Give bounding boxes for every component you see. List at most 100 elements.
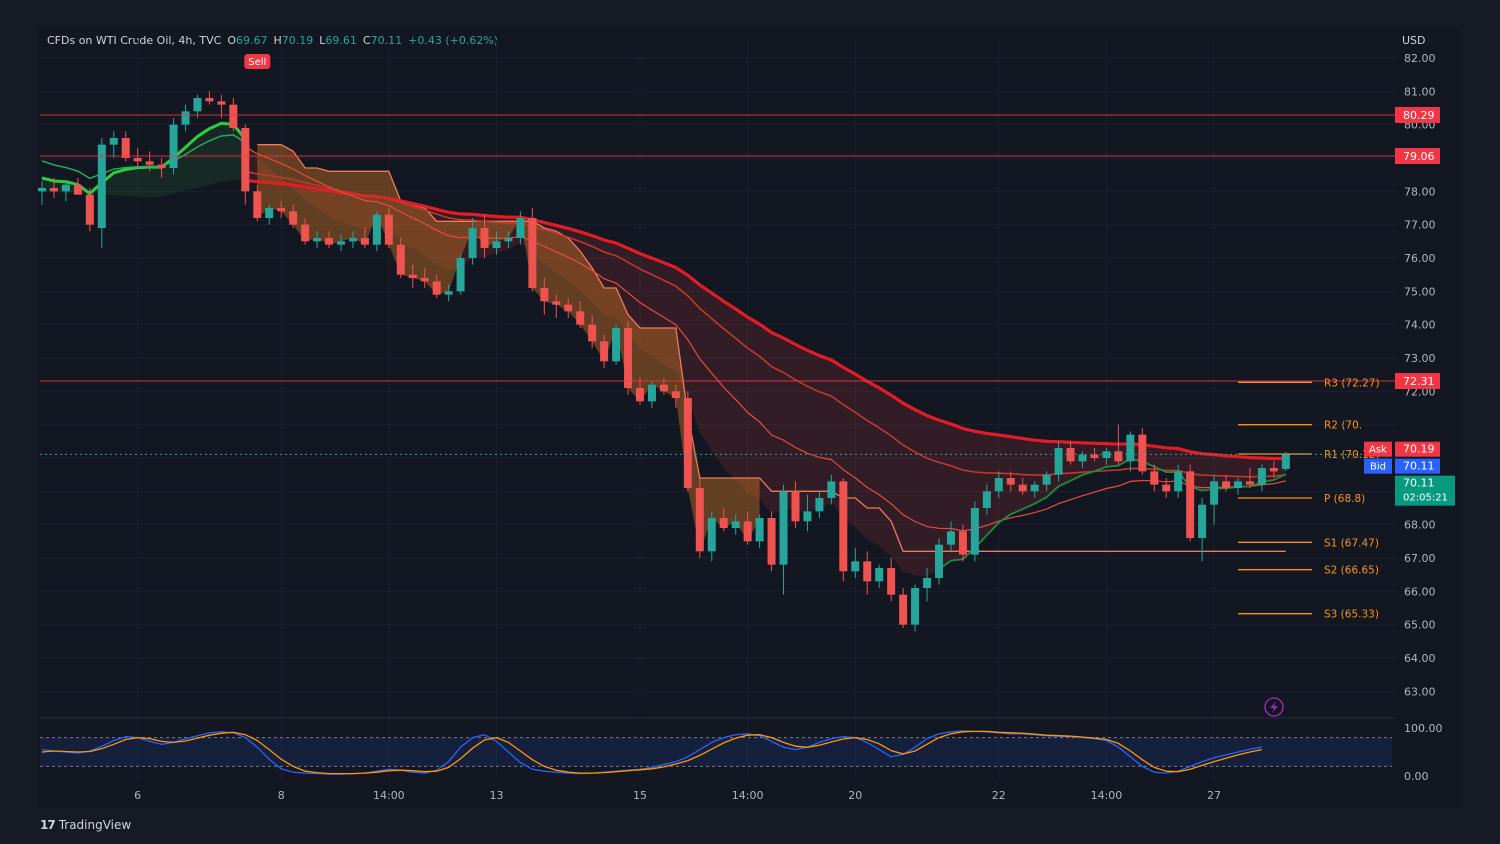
candle-body: [707, 518, 716, 552]
candle-body: [38, 188, 46, 192]
candle-body: [1078, 454, 1087, 462]
ask-value: 70.19: [1403, 443, 1435, 456]
price-badge-label: 72.31: [1403, 375, 1435, 388]
candle-body: [1198, 504, 1207, 538]
candle-body: [1150, 471, 1159, 485]
time-tick-label: 27: [1207, 789, 1221, 802]
candle-body: [169, 124, 178, 168]
time-tick-label: 8: [278, 789, 285, 802]
price-tick-label: 75.00: [1404, 285, 1436, 298]
bullish-ribbon-fill: [42, 123, 246, 198]
sell-signal-badge: [244, 54, 271, 69]
price-tick-label: 67.00: [1404, 552, 1436, 565]
candle-body: [647, 384, 656, 402]
candle-body: [839, 481, 848, 572]
candle-body: [863, 561, 872, 582]
candle-body: [109, 138, 118, 145]
last-price-badge: [1395, 475, 1455, 506]
candle-body: [982, 491, 991, 508]
candle-body: [935, 544, 943, 578]
symbol-title[interactable]: CFDs on WTI Crude Oil, 4h, TVC: [47, 34, 222, 47]
candle-body: [923, 578, 932, 588]
candle-body: [73, 184, 82, 195]
price-badge-label: 80.29: [1403, 109, 1435, 122]
time-tick-label: 6: [134, 789, 141, 802]
candle-body: [420, 278, 429, 282]
high-label: H: [273, 34, 282, 47]
pivot-label: S2 (66.65): [1324, 565, 1379, 577]
candle-body: [552, 301, 561, 305]
ema-21-line: [245, 146, 1286, 532]
candle-body: [468, 228, 477, 258]
price-tick-label: 64.00: [1404, 652, 1436, 665]
candle-body: [1210, 481, 1219, 505]
candle-body: [1174, 471, 1183, 492]
candle-body: [755, 518, 764, 542]
candle-body: [1006, 478, 1015, 485]
price-tick-label: 76.00: [1404, 252, 1436, 265]
price-tick-label: 73.00: [1404, 352, 1436, 365]
candle-body: [1126, 434, 1135, 462]
pivot-label: S3 (65.33): [1324, 609, 1379, 621]
candle-body: [1245, 481, 1254, 485]
price-tick-label: 63.00: [1404, 685, 1436, 698]
candle-body: [970, 508, 979, 555]
candle-body: [504, 238, 513, 242]
candle-body: [289, 211, 298, 225]
candle-body: [1257, 468, 1266, 485]
candle-body: [612, 328, 621, 362]
candle-body: [133, 158, 142, 162]
candle-body: [1090, 454, 1099, 458]
candle-body: [946, 531, 955, 545]
bid-badge: [1395, 458, 1440, 474]
pivot-label: R3 (72.27): [1324, 377, 1380, 389]
candle-body: [564, 304, 573, 312]
trend-step-line: [257, 144, 1286, 552]
lightning-icon-bolt: [1270, 701, 1278, 713]
candle-body: [815, 498, 824, 512]
green-ma-recovery-line: [938, 457, 1287, 570]
candle-body: [671, 391, 680, 398]
price-axis: 82.0081.0080.0079.0078.0077.0076.0075.00…: [1364, 52, 1455, 698]
candle-body: [1162, 484, 1171, 492]
candle-body: [600, 341, 609, 362]
price-tick-label: 66.00: [1404, 585, 1436, 598]
candle-body: [1222, 481, 1231, 488]
price-badge-label: 79.06: [1403, 150, 1435, 163]
candle-body: [1281, 454, 1290, 469]
trend-fill: [257, 144, 760, 552]
time-tick-label: 13: [489, 789, 503, 802]
candle-body: [408, 274, 417, 278]
candle-body: [1042, 474, 1051, 485]
candle-body: [121, 138, 130, 158]
candle-body: [803, 511, 812, 522]
bearish-ribbon-fill: [245, 139, 1286, 576]
candle-body: [456, 258, 465, 292]
currency-label: USD: [1402, 34, 1426, 47]
candle-body: [325, 238, 334, 245]
candle-body: [85, 194, 94, 225]
time-tick-label: 22: [992, 789, 1006, 802]
alert-lightning-icon[interactable]: [1264, 697, 1284, 717]
background-layer: [40, 40, 1395, 780]
candle-body: [1030, 484, 1039, 492]
oscillator-pane: 100.00 0.00: [40, 697, 1443, 783]
pivot-label: P (68.8): [1324, 493, 1365, 505]
candle-body: [719, 518, 728, 528]
oscillator-band: [40, 737, 1392, 767]
candle-body: [372, 214, 381, 245]
symbol-header: CFDs on WTI Crude Oil, 4h, TVC O69.67 H70.…: [47, 34, 504, 47]
candle-body: [396, 244, 405, 275]
candle-body: [516, 218, 525, 238]
last-price-value: 70.11: [1403, 477, 1435, 490]
pivot-levels: R3 (72.27)R2 (70.R1 (70.12)P (68.8)S1 (6…: [40, 114, 1395, 621]
candle-body: [1018, 484, 1027, 492]
close-value: 70.11: [370, 34, 403, 47]
candle-body: [731, 521, 740, 528]
sell-signal-label: Sell: [248, 57, 266, 68]
green-ma-line: [41, 121, 247, 196]
tradingview-brand[interactable]: 17 TradingView: [40, 818, 131, 832]
pivot-label: S1 (67.47): [1324, 537, 1379, 549]
candle-body: [205, 98, 214, 102]
